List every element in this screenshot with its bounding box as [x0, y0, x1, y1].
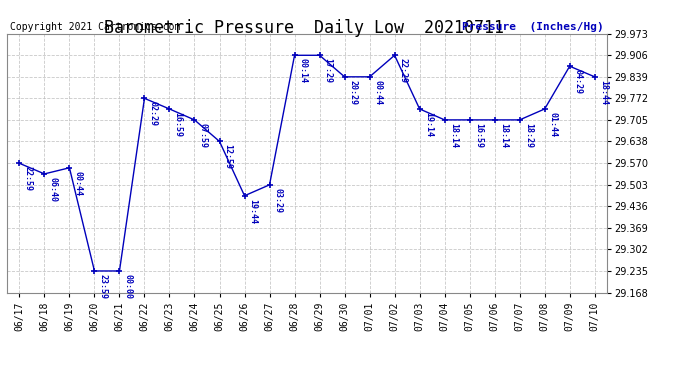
Text: 22:29: 22:29: [399, 58, 408, 83]
Text: 17:29: 17:29: [324, 58, 333, 83]
Text: 19:14: 19:14: [424, 112, 433, 137]
Text: 00:00: 00:00: [124, 274, 132, 299]
Text: 12:59: 12:59: [224, 144, 233, 169]
Text: 00:44: 00:44: [374, 80, 383, 105]
Text: 02:29: 02:29: [148, 101, 157, 126]
Text: 04:29: 04:29: [574, 69, 583, 94]
Text: 00:14: 00:14: [299, 58, 308, 83]
Text: 06:40: 06:40: [48, 177, 57, 202]
Text: 23:59: 23:59: [99, 274, 108, 299]
Text: 22:59: 22:59: [23, 166, 32, 191]
Text: Barometric Pressure  Daily Low  20210711: Barometric Pressure Daily Low 20210711: [104, 19, 504, 37]
Text: 07:59: 07:59: [199, 123, 208, 148]
Text: 18:44: 18:44: [599, 80, 608, 105]
Text: 03:29: 03:29: [274, 188, 283, 213]
Text: Pressure  (Inches/Hg): Pressure (Inches/Hg): [462, 22, 604, 32]
Text: 18:14: 18:14: [448, 123, 457, 148]
Text: 19:44: 19:44: [248, 198, 257, 223]
Text: Copyright 2021 Cartronics.com: Copyright 2021 Cartronics.com: [10, 22, 181, 32]
Text: 20:29: 20:29: [348, 80, 357, 105]
Text: 18:14: 18:14: [499, 123, 508, 148]
Text: 18:29: 18:29: [524, 123, 533, 148]
Text: 16:59: 16:59: [174, 112, 183, 137]
Text: 00:44: 00:44: [74, 171, 83, 196]
Text: 01:44: 01:44: [549, 112, 558, 137]
Text: 16:59: 16:59: [474, 123, 483, 148]
